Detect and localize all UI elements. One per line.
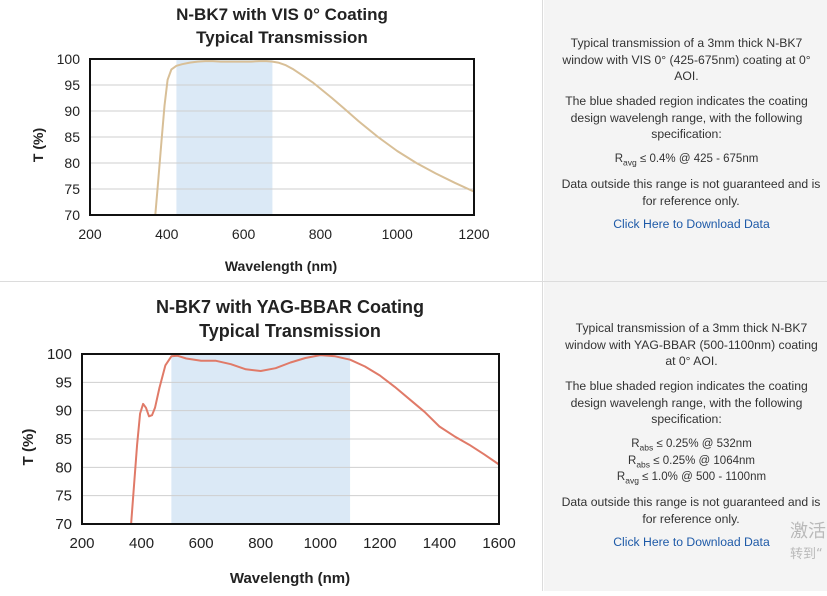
chart-title: N-BK7 with VIS 0° Coating bbox=[176, 5, 388, 24]
spec-line: Ravg ≤ 0.4% @ 425 - 675nm bbox=[559, 151, 814, 170]
description-intro: Typical transmission of a 3mm thick N-BK… bbox=[565, 321, 818, 368]
y-tick-label: 95 bbox=[64, 77, 80, 93]
spec-line: Rabs ≤ 0.25% @ 1064nm bbox=[559, 453, 824, 472]
y-tick-label: 80 bbox=[64, 155, 80, 171]
spec-subscript: abs bbox=[639, 442, 654, 453]
description-panel-yag: Typical transmission of a 3mm thick N-BK… bbox=[544, 282, 827, 591]
spec-text: ≤ 0.4% @ 425 - 675nm bbox=[639, 153, 759, 165]
spec-text: ≤ 1.0% @ 500 - 1100nm bbox=[642, 471, 767, 483]
spec-text: ≤ 0.25% @ 532nm bbox=[656, 438, 752, 450]
watermark-line-2: 转到“ bbox=[790, 547, 823, 562]
chart-subtitle: Typical Transmission bbox=[199, 321, 381, 341]
x-tick-label: 1600 bbox=[482, 535, 515, 552]
y-tick-label: 100 bbox=[57, 51, 81, 67]
transmission-chart-yag: N-BK7 with YAG-BBAR Coating Typical Tran… bbox=[20, 297, 516, 587]
spec-symbol: R bbox=[614, 153, 624, 165]
x-tick-label: 600 bbox=[232, 226, 256, 242]
chart-cell-vis: N-BK7 with VIS 0° Coating Typical Transm… bbox=[0, 0, 543, 281]
chart-cell-yag: N-BK7 with YAG-BBAR Coating Typical Tran… bbox=[0, 282, 543, 591]
spec-text: ≤ 0.25% @ 1064nm bbox=[653, 455, 755, 467]
x-tick-label: 1200 bbox=[363, 535, 396, 552]
y-tick-label: 75 bbox=[64, 181, 80, 197]
x-tick-label: 200 bbox=[69, 535, 94, 552]
chart-subtitle: Typical Transmission bbox=[196, 28, 368, 47]
plot-frame bbox=[89, 58, 475, 216]
y-axis-label: T (%) bbox=[30, 128, 46, 162]
spec-line: Rabs ≤ 0.25% @ 532nm bbox=[559, 436, 824, 455]
y-tick-label: 100 bbox=[47, 346, 72, 363]
y-tick-label: 85 bbox=[55, 431, 72, 448]
x-tick-label: 1000 bbox=[382, 226, 413, 242]
chart-row-yag-bbar-coating: N-BK7 with YAG-BBAR Coating Typical Tran… bbox=[0, 282, 827, 591]
transmission-line bbox=[130, 354, 500, 525]
x-tick-label: 600 bbox=[189, 535, 214, 552]
x-tick-label: 1200 bbox=[458, 226, 489, 242]
x-tick-label: 400 bbox=[155, 226, 179, 242]
description-disclaimer: Data outside this range is not guarantee… bbox=[561, 495, 821, 526]
chart-row-vis-coating: N-BK7 with VIS 0° Coating Typical Transm… bbox=[0, 0, 827, 282]
x-tick-label: 1400 bbox=[423, 535, 456, 552]
spec-symbol: R bbox=[616, 471, 626, 483]
transmission-line bbox=[154, 60, 475, 216]
description-shaded: The blue shaded region indicates the coa… bbox=[565, 379, 808, 426]
description-intro: Typical transmission of a 3mm thick N-BK… bbox=[562, 36, 811, 83]
transmission-chart-vis: N-BK7 with VIS 0° Coating Typical Transm… bbox=[30, 5, 490, 274]
x-axis-label: Wavelength (nm) bbox=[230, 570, 350, 587]
description-disclaimer: Data outside this range is not guarantee… bbox=[561, 177, 821, 208]
x-tick-label: 1000 bbox=[304, 535, 337, 552]
description-panel-vis: Typical transmission of a 3mm thick N-BK… bbox=[544, 0, 827, 281]
y-tick-label: 75 bbox=[55, 488, 72, 505]
description-shaded: The blue shaded region indicates the coa… bbox=[565, 94, 808, 141]
spec-subscript: avg bbox=[625, 475, 639, 486]
y-tick-label: 80 bbox=[55, 459, 72, 476]
x-tick-label: 800 bbox=[248, 535, 273, 552]
y-tick-label: 70 bbox=[64, 207, 80, 223]
y-tick-label: 95 bbox=[55, 374, 72, 391]
y-tick-label: 90 bbox=[64, 103, 80, 119]
y-axis-label: T (%) bbox=[20, 429, 37, 466]
chart-title: N-BK7 with YAG-BBAR Coating bbox=[156, 297, 424, 317]
spec-subscript: abs bbox=[636, 459, 651, 470]
y-tick-label: 85 bbox=[64, 129, 80, 145]
spec-symbol: R bbox=[631, 438, 640, 450]
download-data-link[interactable]: Click Here to Download Data bbox=[613, 217, 770, 231]
watermark-line-1: 激活 bbox=[790, 521, 826, 542]
x-axis-label: Wavelength (nm) bbox=[225, 258, 337, 274]
y-tick-label: 90 bbox=[55, 403, 72, 420]
spec-line: Ravg ≤ 1.0% @ 500 - 1100nm bbox=[559, 469, 824, 488]
spec-symbol: R bbox=[628, 455, 637, 467]
x-tick-label: 200 bbox=[78, 226, 102, 242]
download-data-link[interactable]: Click Here to Download Data bbox=[613, 535, 770, 549]
plot-frame bbox=[81, 353, 500, 525]
spec-subscript: avg bbox=[623, 157, 637, 168]
y-tick-label: 70 bbox=[55, 516, 72, 533]
x-tick-label: 800 bbox=[309, 226, 333, 242]
x-tick-label: 400 bbox=[129, 535, 154, 552]
